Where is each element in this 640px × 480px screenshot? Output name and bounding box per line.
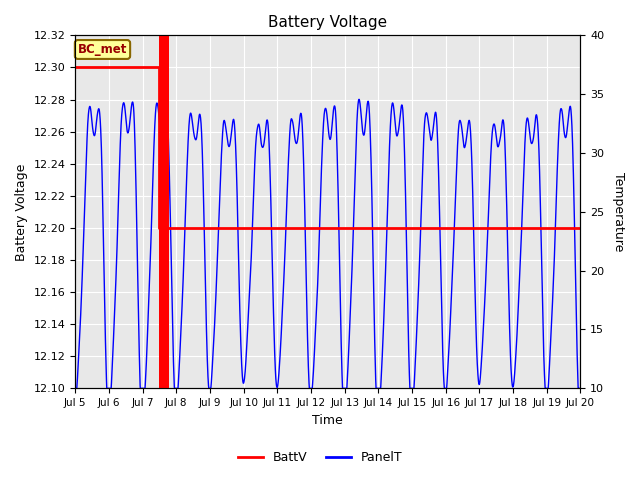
- Text: BC_met: BC_met: [78, 43, 127, 56]
- Bar: [159, 36, 169, 388]
- Title: Battery Voltage: Battery Voltage: [268, 15, 387, 30]
- Legend: BattV, PanelT: BattV, PanelT: [232, 446, 408, 469]
- Y-axis label: Temperature: Temperature: [612, 172, 625, 252]
- X-axis label: Time: Time: [312, 414, 343, 427]
- Y-axis label: Battery Voltage: Battery Voltage: [15, 163, 28, 261]
